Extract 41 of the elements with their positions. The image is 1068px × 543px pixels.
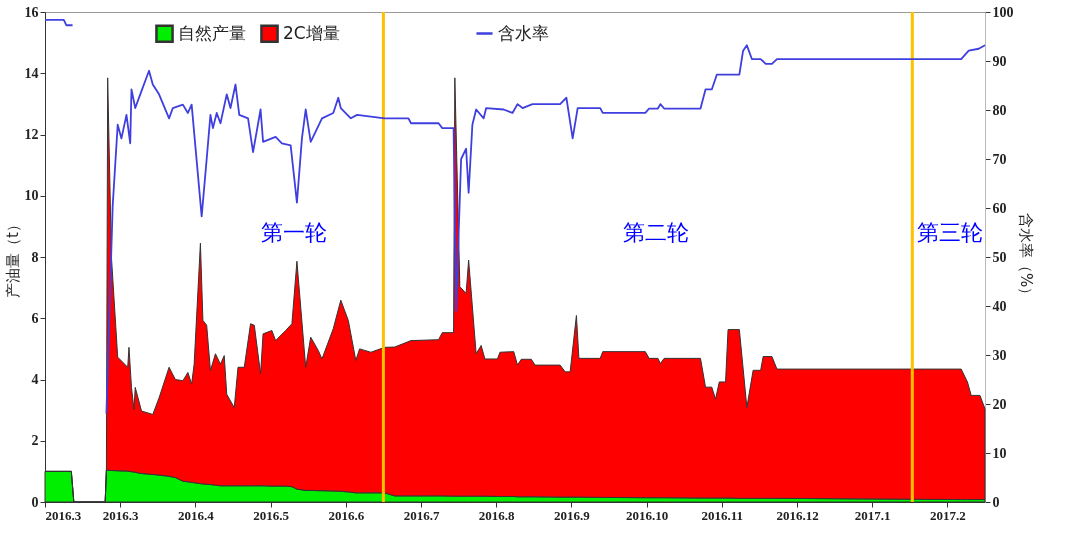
y2-tick-label: 90	[992, 53, 1007, 69]
annotation: 第一轮	[261, 219, 328, 245]
y2-tick-label: 40	[992, 298, 1007, 314]
x-tick-label: 2016.3	[102, 507, 140, 523]
y-tick-label: 10	[24, 188, 39, 204]
y2-tick-label: 70	[992, 151, 1007, 167]
y2-tick-label: 80	[992, 102, 1007, 118]
x-tick-label: 2016.7	[403, 507, 440, 523]
y2-tick-label: 60	[992, 200, 1007, 216]
y-tick-label: 0	[31, 494, 39, 510]
x-tick-label: 2016.5	[253, 507, 290, 523]
y-tick-label: 6	[31, 310, 39, 326]
y-tick-label: 16	[24, 4, 39, 20]
legend-label: 含水率	[498, 22, 549, 43]
y-tick-label: 14	[24, 65, 39, 81]
y-tick-label: 4	[31, 372, 39, 387]
y-axis-title: 产油量（t）	[3, 217, 22, 298]
legend-label: 2C增量	[283, 22, 340, 43]
x-tick-label: 2016.3	[45, 507, 82, 523]
annotation: 第三轮	[917, 219, 984, 245]
x-tick-label: 2016.6	[328, 507, 365, 523]
annotation: 第二轮	[623, 219, 689, 245]
x-tick-label: 2016.12	[776, 507, 819, 523]
legend-label: 自然产量	[178, 22, 246, 43]
y2-tick-label: 10	[992, 445, 1007, 461]
x-tick-label: 2016.8	[478, 507, 516, 523]
y-tick-label: 8	[31, 249, 39, 265]
y-tick-label: 2	[31, 433, 39, 449]
x-tick-label: 2017.1	[854, 507, 891, 523]
x-tick-label: 2017.2	[930, 507, 966, 523]
y2-tick-label: 20	[992, 396, 1007, 412]
x-tick-label: 2016.9	[554, 507, 591, 523]
y-tick-label: 12	[24, 127, 39, 142]
y2-tick-label: 50	[992, 249, 1007, 265]
x-tick-label: 2016.10	[625, 507, 669, 523]
y2-tick-label: 100	[992, 4, 1014, 20]
y2-tick-label: 30	[992, 347, 1007, 363]
y2-axis-title: 含水率（%）	[1016, 212, 1035, 303]
x-tick-label: 2016.4	[178, 507, 215, 523]
y2-tick-label: 0	[992, 494, 1000, 510]
x-tick-label: 2016.11	[701, 507, 744, 523]
